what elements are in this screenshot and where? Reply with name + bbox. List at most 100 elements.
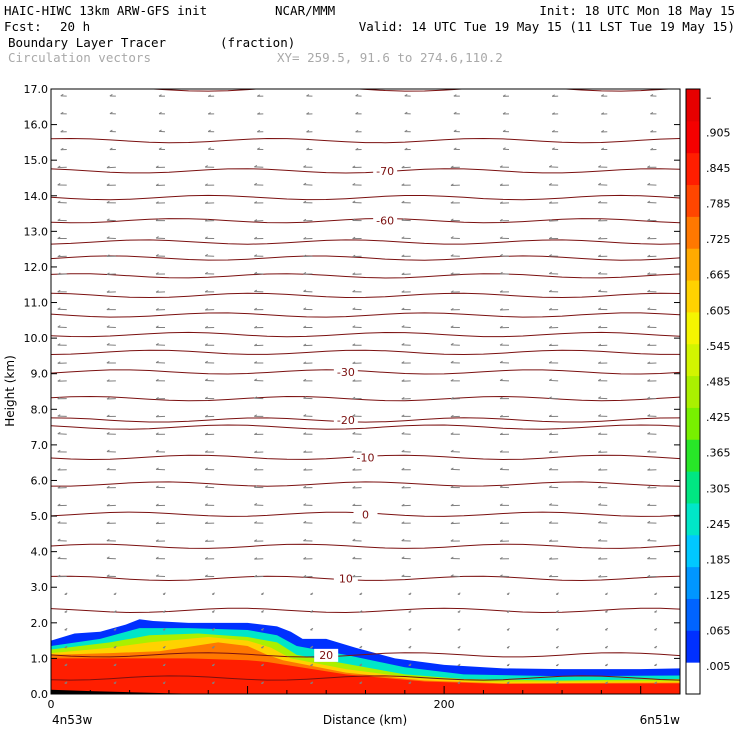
circulation-vector-head: [601, 94, 605, 97]
isotherm-line: [51, 607, 680, 614]
circulation-vector-head: [254, 485, 258, 488]
circulation-vector-head: [204, 467, 208, 470]
circulation-vector-head: [155, 521, 159, 525]
circulation-vector-head: [457, 610, 461, 613]
circulation-vector-head: [162, 681, 166, 684]
isotherm-label: -70: [376, 165, 394, 178]
circulation-vector-head: [598, 343, 602, 347]
circulation-vector-head: [352, 307, 356, 310]
circulation-vector-head: [261, 663, 265, 667]
colorbar-swatch: [686, 566, 700, 599]
circulation-vector-head: [408, 663, 412, 666]
circulation-vector-head: [204, 557, 208, 560]
x-tick-label: 0: [48, 698, 55, 711]
circulation-vector-head: [106, 432, 110, 435]
circulation-vector-head: [605, 592, 609, 595]
circulation-vector-head: [303, 254, 307, 257]
isotherm-line: [51, 395, 680, 402]
circulation-vector-head: [401, 431, 405, 435]
circulation-vector-head: [207, 129, 211, 132]
circulation-vector-head: [303, 414, 307, 417]
circulation-vector-head: [548, 201, 552, 204]
circulation-vector-head: [352, 343, 356, 346]
circulation-vector-head: [450, 378, 454, 382]
circulation-vector-head: [598, 182, 602, 186]
circulation-vector-head: [598, 307, 602, 310]
circulation-vector-head: [401, 538, 405, 542]
circulation-vector-head: [64, 663, 68, 666]
circulation-vector-head: [211, 663, 215, 667]
circulation-vector-head: [355, 129, 359, 133]
circulation-vector-head: [499, 201, 503, 204]
y-tick-label: 15.0: [24, 154, 49, 167]
circulation-vector-head: [113, 610, 117, 613]
circulation-vector-head: [261, 627, 265, 631]
y-axis-title: Height (km): [3, 355, 17, 426]
circulation-vector-head: [408, 592, 412, 595]
circulation-vector-head: [254, 254, 258, 257]
circulation-vector-head: [408, 645, 412, 649]
circulation-vector-head: [254, 325, 258, 329]
circulation-vector-head: [598, 468, 602, 471]
circulation-vector-head: [352, 450, 356, 453]
circulation-vector-head: [654, 645, 658, 649]
isotherm-label-bg: [314, 648, 339, 662]
circulation-vector-head: [499, 165, 503, 168]
field-name: Boundary Layer Tracer: [8, 35, 167, 50]
circulation-vector-head: [155, 236, 159, 239]
circulation-vector-head: [598, 289, 602, 292]
circulation-vector-head: [303, 200, 307, 204]
colorbar-swatch: [686, 375, 700, 408]
circulation-vector-head: [60, 111, 64, 115]
circulation-vector-head: [113, 681, 117, 684]
circulation-vector-head: [254, 467, 258, 471]
circulation-vector-head: [352, 325, 356, 328]
circulation-vector-head: [601, 130, 605, 133]
circulation-vector-head: [506, 681, 510, 684]
isotherm-label-bg: [373, 214, 398, 228]
tracer-field: [51, 619, 680, 694]
circulation-vector-head: [113, 645, 117, 649]
circulation-vector-head: [204, 396, 208, 399]
circulation-vector-head: [355, 93, 359, 97]
circulation-vector-head: [654, 610, 658, 613]
isotherm-label: 20: [319, 649, 333, 662]
circulation-vector-head: [647, 414, 651, 417]
circulation-vector-head: [158, 111, 162, 115]
circulation-vector-head: [450, 325, 454, 328]
colorbar-swatch: [686, 280, 700, 313]
circulation-vector-head: [57, 183, 61, 186]
circulation-vector-head: [254, 219, 258, 222]
circulation-vector-head: [647, 307, 651, 310]
circulation-vector-head: [155, 378, 159, 382]
circulation-vector-head: [598, 200, 602, 204]
circulation-vector-head: [204, 450, 208, 453]
circulation-vector-head: [598, 236, 602, 240]
circulation-vector-head: [254, 201, 258, 204]
circulation-vector-head: [155, 272, 159, 275]
y-tick-label: 16.0: [24, 119, 49, 132]
circulation-vector-head: [450, 342, 454, 346]
circulation-vector-head: [106, 467, 110, 471]
circulation-vector-head: [450, 521, 454, 524]
circulation-vector-head: [155, 290, 159, 293]
isotherm-label-bg: [333, 413, 358, 427]
circulation-vector-head: [106, 538, 110, 542]
circulation-vector-head: [106, 236, 110, 239]
circulation-vector-head: [57, 521, 61, 524]
circulation-vector-head: [548, 325, 552, 329]
circulation-vector-head: [204, 414, 208, 418]
circulation-vector-head: [450, 539, 454, 542]
circulation-vector-head: [106, 200, 110, 204]
circulation-vector-head: [555, 592, 559, 595]
circulation-vector-head: [254, 539, 258, 542]
circulation-vector-head: [106, 361, 110, 364]
circulation-vector-head: [204, 308, 208, 311]
isotherm-label-bg: [353, 508, 378, 522]
isotherm-line: [51, 217, 680, 224]
circulation-vector-head: [162, 610, 166, 613]
circulation-vector-head: [254, 557, 258, 560]
circulation-vector-head: [303, 218, 307, 222]
circulation-vector-head: [359, 663, 363, 666]
circulation-vector-head: [647, 396, 651, 399]
